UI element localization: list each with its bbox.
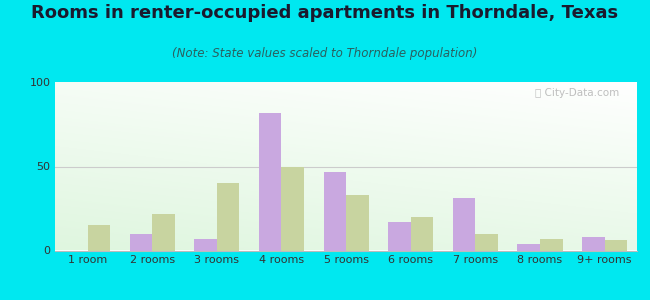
Bar	[388, 222, 411, 250]
Bar	[259, 113, 281, 250]
Bar	[152, 214, 175, 250]
Bar	[411, 217, 434, 250]
Bar	[324, 172, 346, 250]
Bar	[604, 240, 627, 250]
Bar	[475, 234, 498, 250]
Text: Rooms in renter-occupied apartments in Thorndale, Texas: Rooms in renter-occupied apartments in T…	[31, 4, 619, 22]
Bar	[346, 195, 369, 250]
Bar	[88, 225, 110, 250]
Bar	[194, 239, 217, 250]
Bar	[217, 183, 239, 250]
Bar	[540, 239, 563, 250]
Bar	[453, 198, 475, 250]
Text: (Note: State values scaled to Thorndale population): (Note: State values scaled to Thorndale …	[172, 46, 478, 59]
Bar	[582, 237, 604, 250]
Text: ⓘ City-Data.com: ⓘ City-Data.com	[536, 88, 619, 98]
Legend: Thorndale, Texas: Thorndale, Texas	[255, 298, 437, 300]
Bar	[281, 167, 304, 250]
Bar	[129, 234, 152, 250]
Bar	[517, 244, 540, 250]
